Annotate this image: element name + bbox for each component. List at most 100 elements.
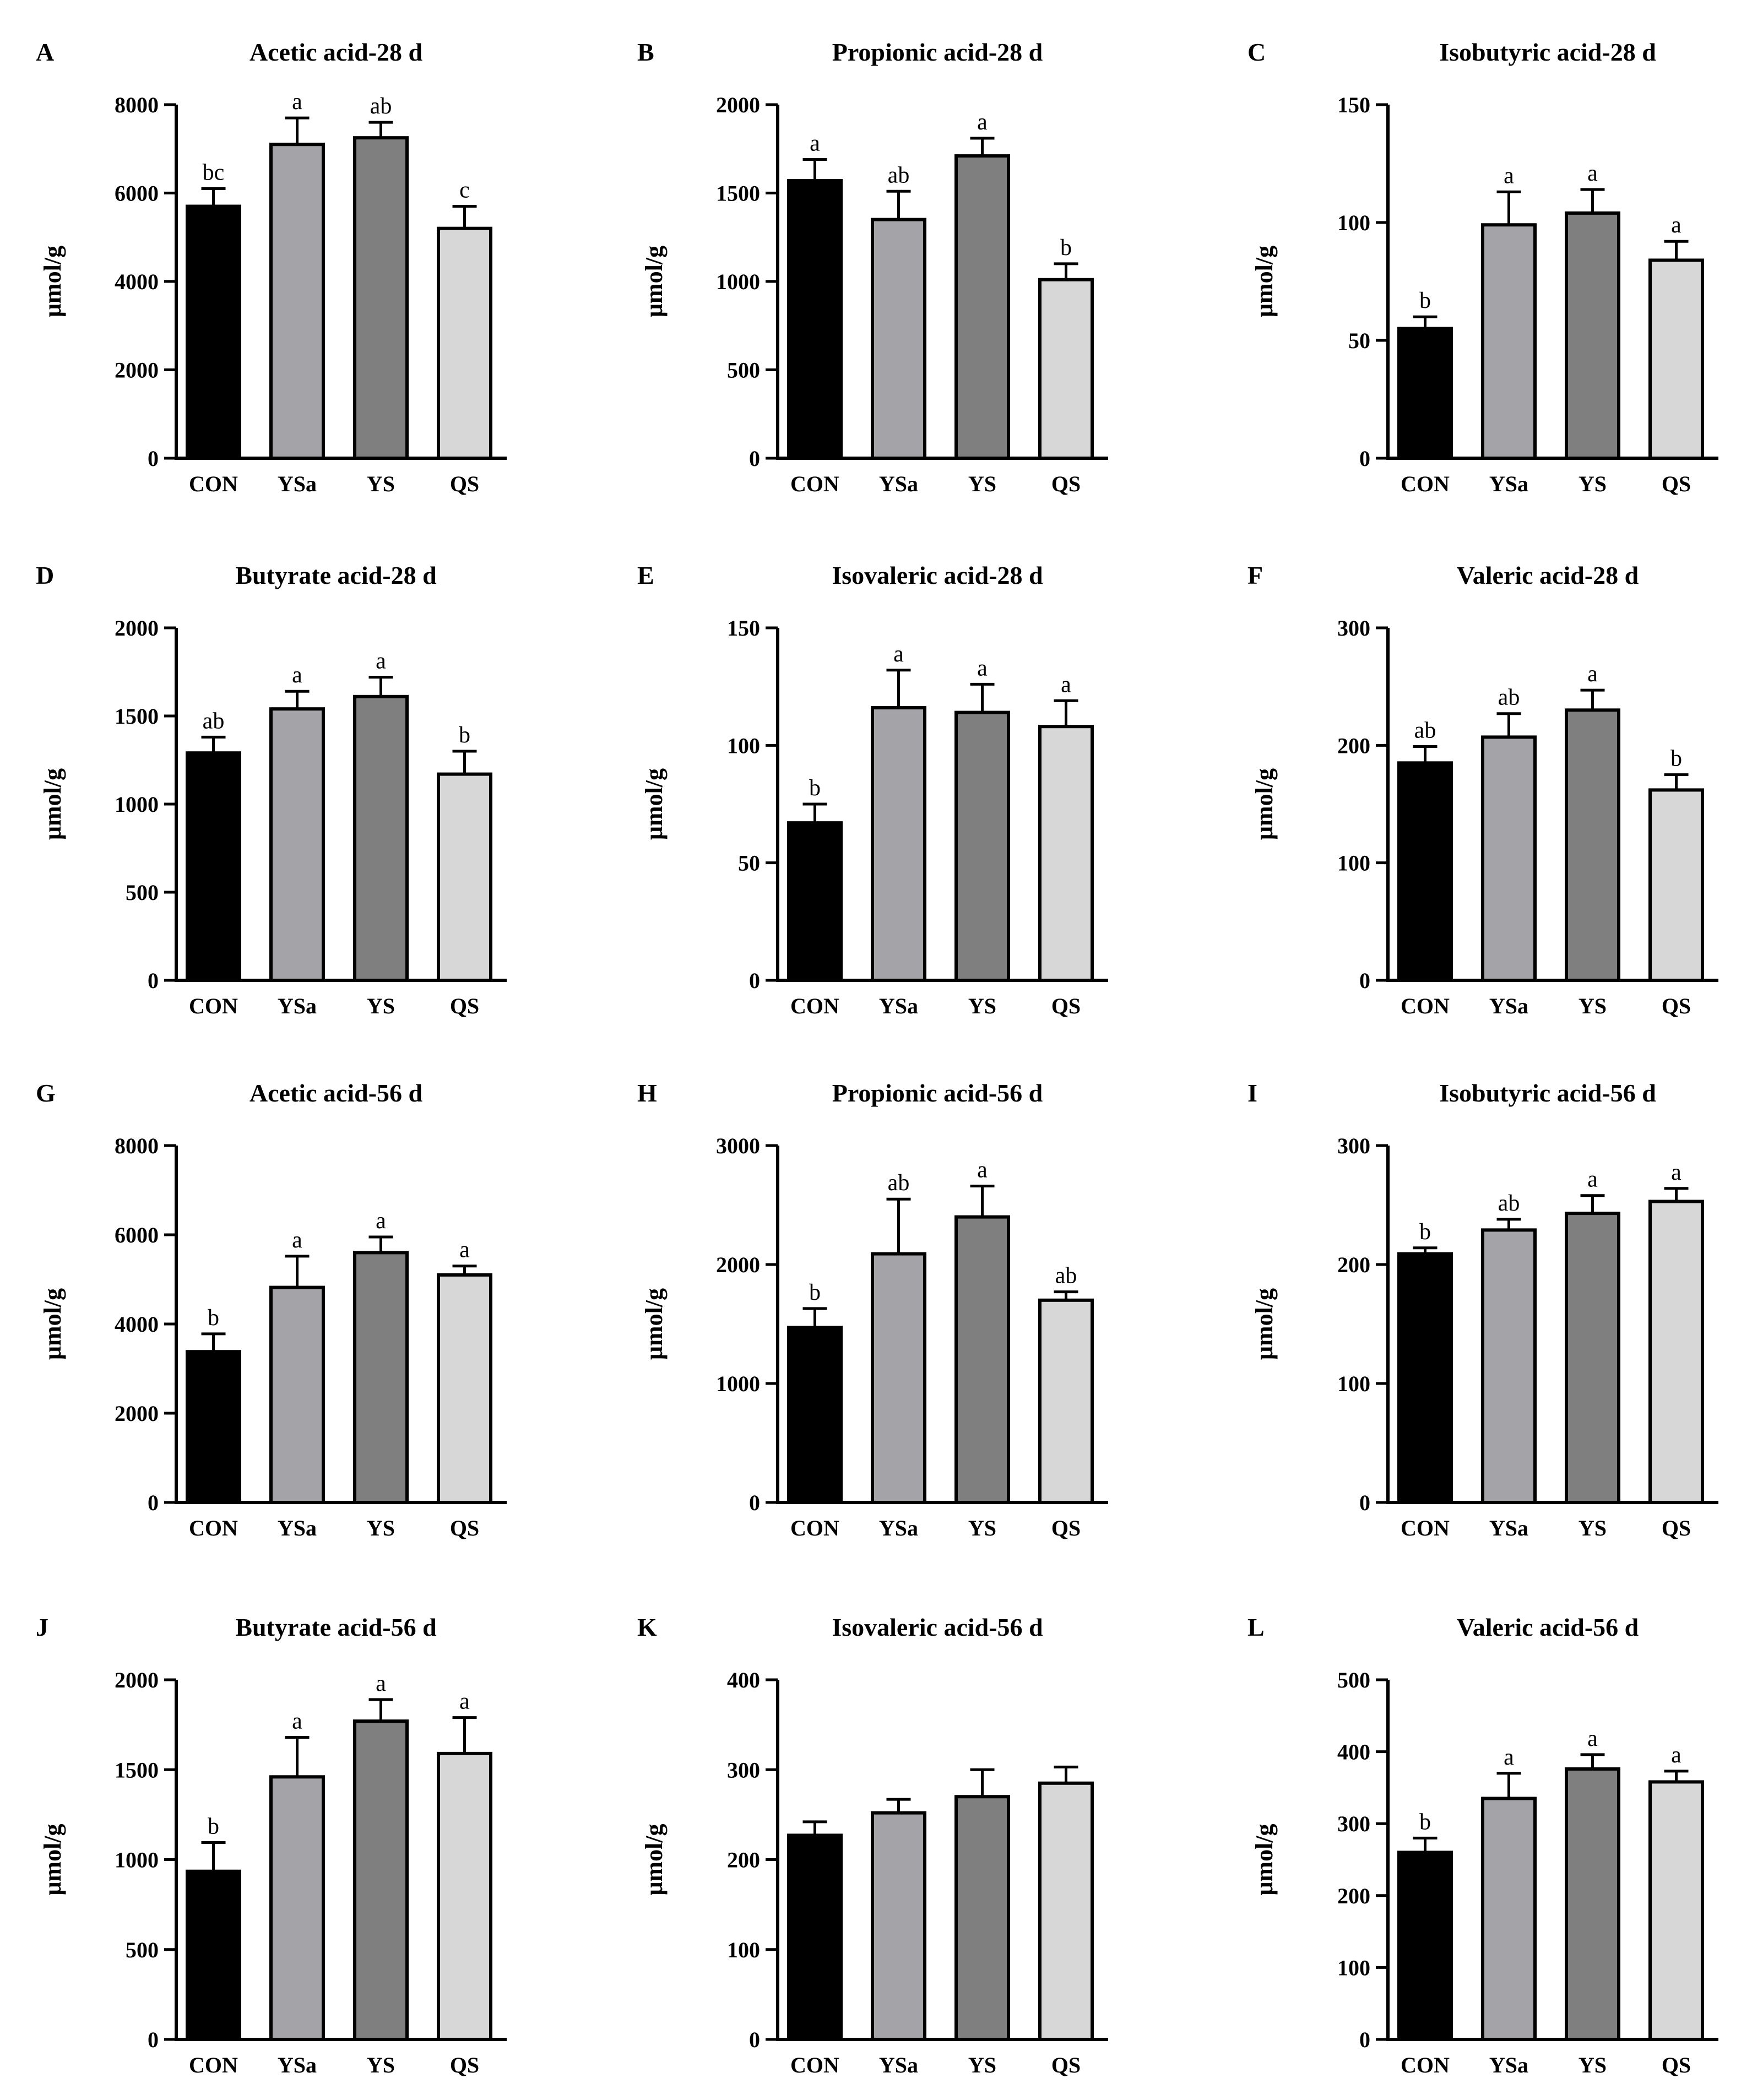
panel-e: E Isovaleric acid-28 d μmol/g 0 50 100 150 CON b… <box>637 561 1108 1018</box>
x-tick-label: YS <box>968 471 996 496</box>
panel-title: Isobutyric acid-28 d <box>1439 38 1656 66</box>
significance-label: bc <box>203 160 225 185</box>
y-tick-label: 0 <box>148 446 159 471</box>
bar-con <box>787 1833 843 2042</box>
x-tick-label: YS <box>367 994 395 1018</box>
bar-ysa <box>871 1811 926 2042</box>
bar-ys <box>1565 708 1620 983</box>
bar-con <box>787 1326 843 1504</box>
y-tick-label: 0 <box>1359 446 1370 471</box>
panel-d: D Butyrate acid-28 d μmol/g 0 500 1000 1500 200… <box>36 561 507 1018</box>
bar-ysa <box>269 707 325 982</box>
x-tick-label: YSa <box>1489 471 1528 496</box>
significance-label: a <box>893 642 904 667</box>
y-tick-label: 4000 <box>115 1312 159 1337</box>
panel-a: A Acetic acid-28 d μmol/g 0 2000 4000 6000 8000… <box>36 38 507 496</box>
x-tick-label: QS <box>1662 994 1691 1018</box>
x-tick-label: CON <box>189 471 238 496</box>
significance-label: a <box>977 655 988 681</box>
y-tick-label: 100 <box>727 1938 760 1962</box>
significance-label: a <box>376 1671 386 1696</box>
significance-label: a <box>1061 672 1071 697</box>
panel-letter: I <box>1247 1079 1257 1107</box>
significance-label: ab <box>203 708 225 734</box>
significance-label: a <box>376 649 386 674</box>
y-axis-label: μmol/g <box>1251 1288 1278 1360</box>
x-tick-label: CON <box>189 994 238 1018</box>
significance-label: a <box>1504 1745 1514 1770</box>
panel-title: Propionic acid-28 d <box>832 38 1043 66</box>
bar-con <box>186 1350 241 1504</box>
significance-label: a <box>459 1238 470 1263</box>
y-axis-label: μmol/g <box>641 246 668 317</box>
y-tick-label: 100 <box>1337 1371 1370 1396</box>
significance-label: a <box>1587 161 1598 186</box>
significance-label: a <box>1671 213 1682 238</box>
panel-h: H Propionic acid-56 d μmol/g 0 1000 2000 3000 C… <box>637 1079 1108 1540</box>
y-tick-label: 2000 <box>115 1668 159 1692</box>
significance-label: ab <box>888 1170 910 1196</box>
x-tick-label: YSa <box>278 994 317 1018</box>
significance-label: b <box>208 1814 219 1839</box>
significance-label: a <box>977 1157 988 1182</box>
x-tick-label: YS <box>1579 994 1607 1018</box>
bar-qs <box>1038 1298 1094 1505</box>
x-tick-label: QS <box>450 994 479 1018</box>
y-tick-label: 200 <box>727 1848 760 1873</box>
x-tick-label: QS <box>1051 994 1081 1018</box>
y-tick-label: 0 <box>749 968 760 993</box>
y-tick-label: 1000 <box>115 792 159 817</box>
y-tick-label: 2000 <box>115 1401 159 1426</box>
bar-ysa <box>871 218 926 460</box>
y-tick-label: 200 <box>1337 733 1370 758</box>
panel-title: Isovaleric acid-28 d <box>832 561 1043 589</box>
panel-title: Valeric acid-56 d <box>1457 1613 1639 1641</box>
y-tick-label: 0 <box>148 1490 159 1515</box>
x-tick-label: YS <box>1579 2053 1607 2077</box>
bar-con <box>787 821 843 982</box>
panel-letter: E <box>637 561 654 589</box>
x-tick-label: CON <box>1401 2053 1450 2077</box>
bar-ysa <box>871 1252 926 1505</box>
y-axis-label: μmol/g <box>1251 246 1278 317</box>
bar-ys <box>954 1795 1010 2042</box>
y-axis-label: μmol/g <box>641 1824 668 1895</box>
panel-letter: A <box>36 38 54 66</box>
bar-ys <box>353 1251 409 1504</box>
significance-label: a <box>292 1228 302 1253</box>
y-tick-label: 500 <box>126 1938 159 1962</box>
bar-ysa <box>871 706 926 982</box>
bar-con <box>186 751 241 982</box>
y-tick-label: 50 <box>738 851 760 876</box>
panel-title: Isovaleric acid-56 d <box>832 1613 1043 1641</box>
panel-title: Butyrate acid-28 d <box>235 561 437 589</box>
significance-label: a <box>292 1708 302 1734</box>
y-tick-label: 3000 <box>716 1133 760 1158</box>
bar-qs <box>437 1273 492 1504</box>
y-tick-label: 4000 <box>115 269 159 294</box>
panel-letter: B <box>637 38 654 66</box>
panel-letter: K <box>637 1613 657 1641</box>
y-tick-label: 0 <box>1359 968 1370 993</box>
significance-label: b <box>459 723 470 748</box>
x-tick-label: CON <box>1401 994 1450 1018</box>
y-tick-label: 2000 <box>115 616 159 641</box>
y-tick-label: 2000 <box>716 1252 760 1277</box>
bar-ysa <box>269 143 325 460</box>
panel-letter: H <box>637 1079 657 1107</box>
x-tick-label: YSa <box>879 1516 918 1540</box>
bar-ys <box>353 1719 409 2041</box>
x-tick-label: CON <box>790 471 839 496</box>
y-tick-label: 1500 <box>716 181 760 206</box>
significance-label: b <box>809 1280 821 1305</box>
x-tick-label: YSa <box>879 471 918 496</box>
y-axis-label: μmol/g <box>641 768 668 840</box>
y-tick-label: 50 <box>1348 328 1370 353</box>
panel-l: L Valeric acid-56 d μmol/g 0 100 200 300 400 500… <box>1247 1613 1718 2077</box>
x-tick-label: QS <box>450 1516 479 1540</box>
bar-con <box>186 1869 241 2041</box>
y-tick-label: 100 <box>727 733 760 758</box>
x-tick-label: QS <box>450 2053 479 2077</box>
y-tick-label: 0 <box>749 2027 760 2052</box>
x-tick-label: CON <box>189 2053 238 2077</box>
